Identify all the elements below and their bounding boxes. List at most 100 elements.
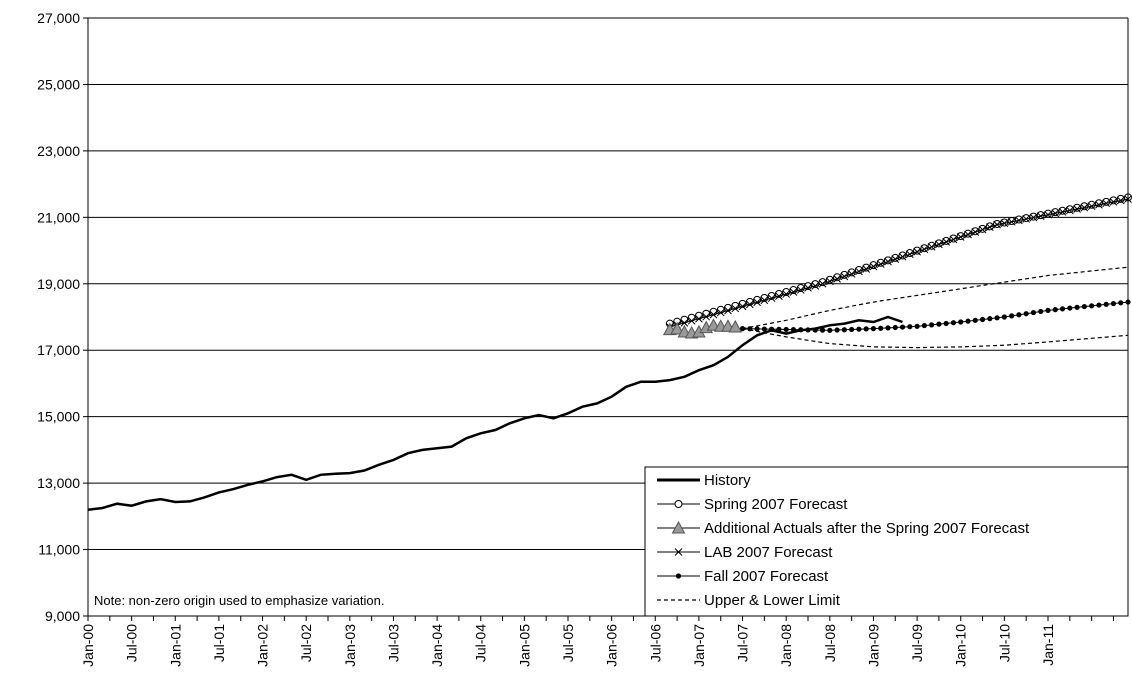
x-tick-label: Jul-04 — [473, 624, 489, 662]
data-point — [1059, 207, 1066, 214]
data-point — [1067, 305, 1072, 310]
note-text: Note: non-zero origin used to emphasize … — [94, 593, 385, 608]
data-point — [878, 326, 883, 331]
x-tick-label: Jan-11 — [1040, 624, 1056, 666]
y-tick-label: 25,000 — [37, 76, 80, 92]
data-point — [907, 324, 912, 329]
x-tick-label: Jan-08 — [778, 624, 794, 667]
x-tick-label: Jul-08 — [822, 624, 838, 662]
data-point — [871, 326, 876, 331]
data-point — [965, 319, 970, 324]
series-line — [670, 199, 1128, 327]
legend-label: Fall 2007 Forecast — [704, 568, 829, 585]
data-point — [994, 315, 999, 320]
y-tick-label: 23,000 — [37, 143, 80, 159]
y-tick-label: 19,000 — [37, 276, 80, 292]
data-point — [1009, 313, 1014, 318]
y-tick-label: 21,000 — [37, 209, 80, 225]
data-point — [944, 321, 949, 326]
x-tick-label: Jul-02 — [298, 624, 314, 662]
data-point — [813, 327, 818, 332]
data-point — [1045, 308, 1050, 313]
x-tick-label: Jul-10 — [996, 624, 1012, 662]
data-point — [1104, 302, 1109, 307]
data-point — [1060, 306, 1065, 311]
data-point — [1082, 304, 1087, 309]
data-point — [1024, 311, 1029, 316]
data-point — [1118, 300, 1123, 305]
upper-limit-line — [743, 267, 1129, 328]
legend-label: Spring 2007 Forecast — [704, 496, 848, 513]
y-tick-label: 13,000 — [37, 475, 80, 491]
series-line-dot — [740, 299, 1131, 332]
x-tick-label: Jan-01 — [167, 624, 183, 667]
data-point — [762, 326, 767, 331]
data-point — [951, 320, 956, 325]
x-tick-label: Jan-02 — [255, 624, 271, 667]
data-point — [893, 325, 898, 330]
data-point — [849, 327, 854, 332]
data-point — [856, 327, 861, 332]
x-tick-label: Jan-00 — [80, 624, 96, 667]
series-layer — [88, 194, 1132, 510]
x-tick-label: Jan-09 — [865, 624, 881, 667]
data-point — [1052, 209, 1059, 216]
data-point — [1111, 301, 1116, 306]
y-tick-label: 17,000 — [37, 342, 80, 358]
data-point — [842, 327, 847, 332]
data-point — [1074, 305, 1079, 310]
data-point — [1016, 312, 1021, 317]
data-point — [980, 317, 985, 322]
data-point — [827, 328, 832, 333]
data-point — [1096, 302, 1101, 307]
legend-marker — [675, 501, 682, 508]
data-point — [914, 324, 919, 329]
data-point — [1095, 200, 1102, 207]
legend-marker — [676, 573, 681, 578]
legend-label: Upper & Lower Limit — [704, 592, 841, 609]
y-tick-label: 11,000 — [38, 542, 80, 558]
x-tick-label: Jul-09 — [909, 624, 925, 662]
data-point — [864, 326, 869, 331]
data-point — [936, 322, 941, 327]
y-tick-label: 27,000 — [37, 10, 80, 26]
data-point — [1088, 201, 1095, 208]
data-point — [776, 327, 781, 332]
x-tick-label: Jul-07 — [735, 624, 751, 662]
data-point — [769, 327, 774, 332]
x-tick-label: Jul-06 — [647, 624, 663, 662]
data-point — [1045, 210, 1052, 217]
data-point — [929, 322, 934, 327]
note: Note: non-zero origin used to emphasize … — [94, 593, 385, 608]
data-point — [754, 326, 759, 331]
data-point — [805, 327, 810, 332]
data-point — [791, 327, 796, 332]
x-tick-label: Jan-06 — [604, 624, 620, 667]
x-tick-label: Jul-05 — [560, 624, 576, 662]
data-point — [1081, 203, 1088, 210]
data-point — [784, 327, 789, 332]
data-point — [1053, 307, 1058, 312]
data-point — [798, 327, 803, 332]
legend-label: History — [704, 472, 751, 489]
data-point — [834, 327, 839, 332]
data-point — [1031, 310, 1036, 315]
data-point — [973, 318, 978, 323]
legend-item: Additional Actuals after the Spring 2007… — [657, 520, 1030, 537]
y-tick-label: 9,000 — [45, 608, 80, 624]
legend: History Spring 2007 Forecast Additional Ac… — [645, 467, 1128, 616]
x-tick-label: Jan-10 — [953, 624, 969, 667]
x-tick-label: Jul-03 — [385, 624, 401, 662]
legend-label: Additional Actuals after the Spring 2007… — [704, 520, 1030, 537]
y-tick-label: 15,000 — [37, 409, 80, 425]
data-point — [1038, 309, 1043, 314]
data-point — [885, 325, 890, 330]
data-point — [1074, 204, 1081, 211]
data-point — [1066, 206, 1073, 213]
x-tick-label: Jan-04 — [429, 624, 445, 667]
data-point — [987, 316, 992, 321]
data-point — [1089, 303, 1094, 308]
data-point — [1002, 314, 1007, 319]
x-tick-label: Jan-07 — [691, 624, 707, 667]
